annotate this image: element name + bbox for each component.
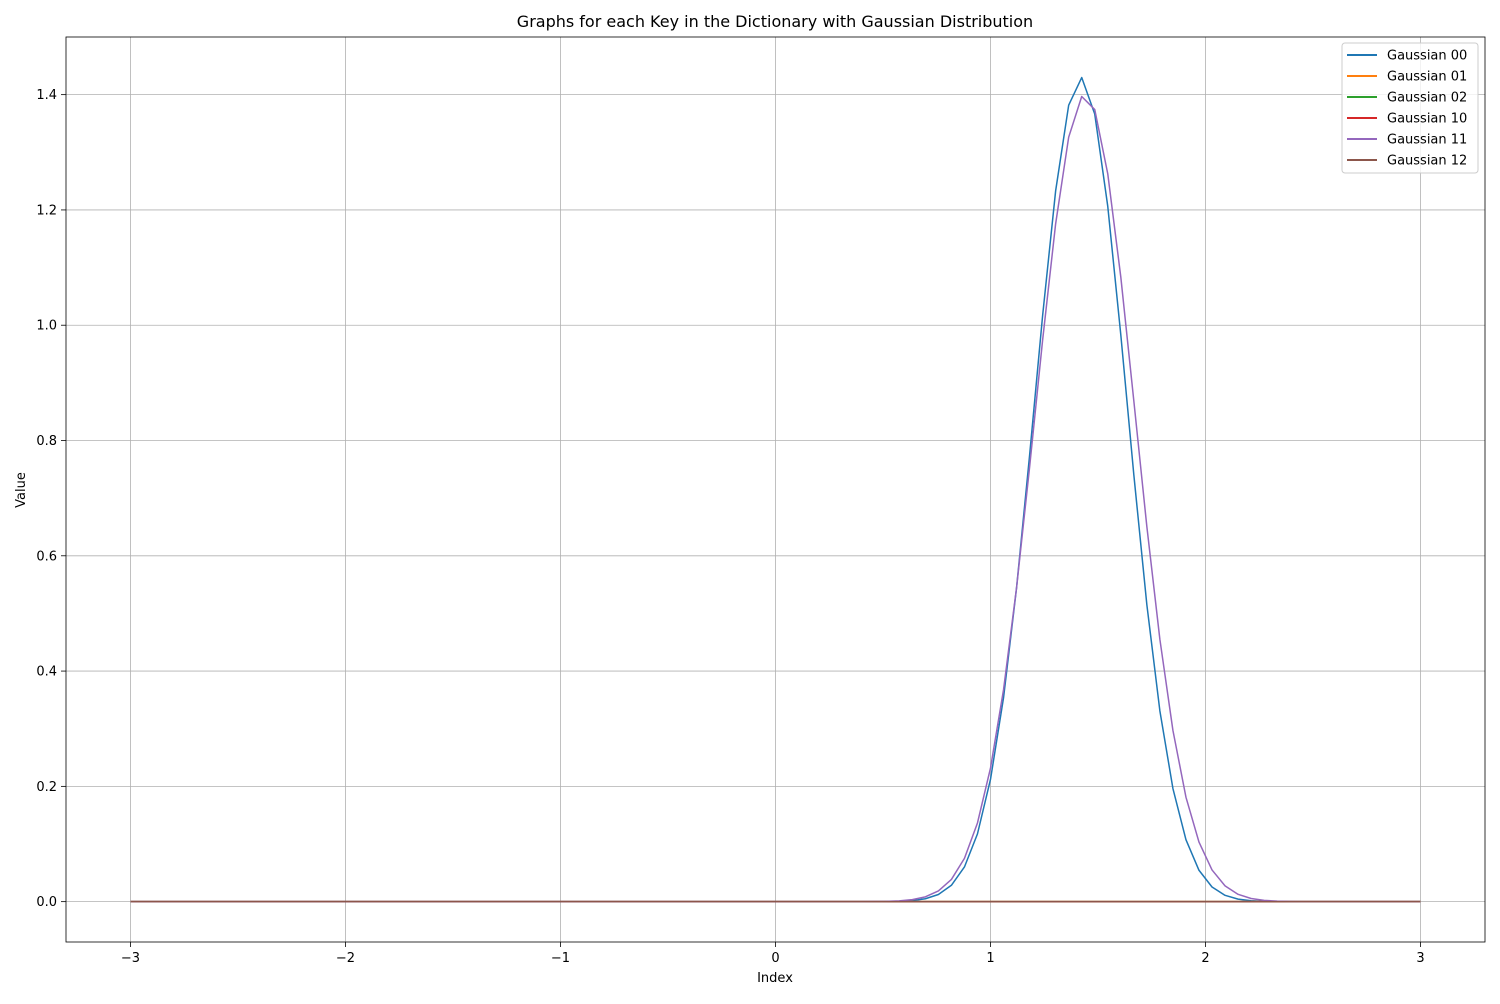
legend: Gaussian 00 Gaussian 01 Gaussian 02 Gaussia… [1342,43,1478,173]
y-tick-label: 1.0 [36,319,57,334]
x-tick-label: −2 [336,951,355,966]
y-axis-label: Value [14,472,29,508]
legend-label: Gaussian 01 [1387,70,1467,85]
tick-layer: −3 −2 −1 0 1 2 3 0.0 0.2 0.4 0.6 0.8 1.0 1.2 1.4 [36,88,1424,966]
x-tick-label: −3 [121,951,140,966]
chart-title: Graphs for each Key in the Dictionary wi… [517,12,1033,31]
x-tick-label: 1 [986,951,994,966]
x-axis-label: Index [757,971,793,986]
y-tick-label: 0.0 [36,895,57,910]
legend-label: Gaussian 02 [1387,91,1467,106]
legend-label: Gaussian 00 [1387,49,1467,64]
legend-label: Gaussian 11 [1387,133,1467,148]
grid-layer [66,37,1485,942]
x-tick-label: 2 [1201,951,1209,966]
legend-label: Gaussian 10 [1387,112,1467,127]
y-tick-label: 1.2 [36,203,57,218]
x-tick-label: −1 [551,951,570,966]
y-tick-label: 0.2 [36,780,57,795]
legend-label: Gaussian 12 [1387,154,1467,169]
y-tick-label: 0.4 [36,665,57,680]
y-tick-label: 0.6 [36,549,57,564]
x-tick-label: 3 [1416,951,1424,966]
y-tick-label: 1.4 [36,88,57,103]
x-tick-label: 0 [771,951,779,966]
y-tick-label: 0.8 [36,434,57,449]
